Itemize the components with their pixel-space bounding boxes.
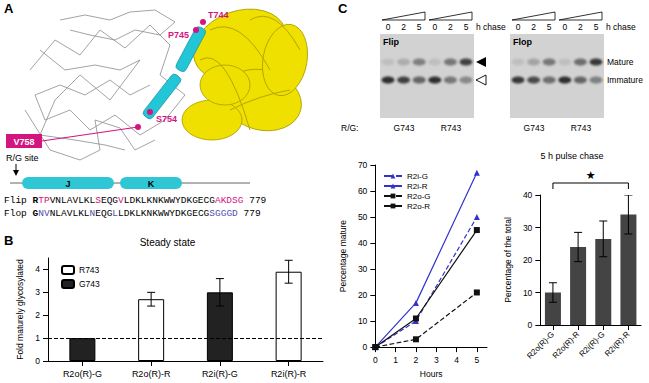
svg-text:0: 0 <box>562 22 567 32</box>
svg-text:5: 5 <box>594 22 599 32</box>
svg-text:3: 3 <box>35 287 40 297</box>
svg-text:R743: R743 <box>79 265 100 275</box>
svg-text:10: 10 <box>523 288 533 298</box>
svg-text:R2o-G: R2o-G <box>407 192 431 201</box>
svg-text:30: 30 <box>523 223 533 233</box>
svg-text:h chase: h chase <box>606 22 636 32</box>
svg-text:1: 1 <box>35 333 40 343</box>
svg-text:20: 20 <box>523 255 533 265</box>
svg-text:40: 40 <box>358 238 368 248</box>
svg-text:5 h pulse chase: 5 h pulse chase <box>540 151 603 161</box>
svg-text:G743: G743 <box>394 123 415 133</box>
svg-text:h chase: h chase <box>476 22 506 32</box>
svg-text:Immature: Immature <box>607 75 643 85</box>
svg-text:R2o-R: R2o-R <box>407 202 430 211</box>
svg-text:R2i(R)-G: R2i(R)-G <box>577 330 606 359</box>
svg-text:Percentage of the total: Percentage of the total <box>503 217 513 303</box>
svg-text:A: A <box>4 1 14 16</box>
svg-text:C: C <box>338 1 348 16</box>
svg-text:R743: R743 <box>571 123 592 133</box>
svg-text:V758: V758 <box>13 137 34 147</box>
svg-text:4: 4 <box>454 355 459 365</box>
svg-text:10: 10 <box>358 316 368 326</box>
svg-text:Percentage mature: Percentage mature <box>338 220 348 293</box>
svg-text:R2i-R: R2i-R <box>407 182 428 191</box>
svg-text:50: 50 <box>358 212 368 222</box>
svg-text:R2o(R)-G: R2o(R)-G <box>525 329 557 361</box>
svg-text:2: 2 <box>448 22 453 32</box>
svg-text:Flop: Flop <box>513 37 532 47</box>
svg-text:R743: R743 <box>441 123 462 133</box>
svg-text:2: 2 <box>578 22 583 32</box>
svg-text:5: 5 <box>464 22 469 32</box>
svg-text:2: 2 <box>35 310 40 320</box>
svg-text:T744: T744 <box>208 10 229 20</box>
svg-text:Flip: Flip <box>383 37 399 47</box>
svg-text:30: 30 <box>358 264 368 274</box>
svg-text:5: 5 <box>474 355 479 365</box>
svg-text:G743: G743 <box>79 279 100 289</box>
svg-text:Fold maturely glycosylated: Fold maturely glycosylated <box>15 259 25 360</box>
svg-text:0: 0 <box>373 355 378 365</box>
svg-text:20: 20 <box>358 290 368 300</box>
svg-text:5: 5 <box>547 22 552 32</box>
svg-text:0: 0 <box>432 22 437 32</box>
svg-text:40: 40 <box>523 190 533 200</box>
svg-text:1: 1 <box>393 355 398 365</box>
svg-text:R2i(R)-G: R2i(R)-G <box>202 369 238 379</box>
svg-text:★: ★ <box>586 169 596 182</box>
svg-text:P745: P745 <box>168 30 189 40</box>
svg-text:B: B <box>4 233 13 248</box>
svg-text:R2i(R)-R: R2i(R)-R <box>271 369 307 379</box>
svg-text:Hours: Hours <box>420 369 443 379</box>
svg-text:4: 4 <box>35 264 40 274</box>
svg-text:R/G site: R/G site <box>6 153 39 163</box>
svg-text:S754: S754 <box>156 114 177 124</box>
svg-text:G743: G743 <box>524 123 545 133</box>
svg-text:0: 0 <box>528 320 533 330</box>
svg-text:R2o(R)-R: R2o(R)-R <box>551 330 582 361</box>
svg-text:J: J <box>65 179 70 189</box>
svg-text:R2i-G: R2i-G <box>407 172 428 181</box>
svg-text:R2o(R)-G: R2o(R)-G <box>63 369 102 379</box>
svg-text:0: 0 <box>363 342 368 352</box>
svg-text:0: 0 <box>516 22 521 32</box>
svg-text:5: 5 <box>417 22 422 32</box>
svg-text:Mature: Mature <box>607 57 634 67</box>
svg-text:Flop GNVNLAVLKLNEQGLLDKLKNKWWY: Flop GNVNLAVLKLNEQGLLDKLKNKWWYDKGECGSGGG… <box>4 208 261 219</box>
svg-text:2: 2 <box>531 22 536 32</box>
svg-text:R2i(R)-R: R2i(R)-R <box>603 330 632 359</box>
svg-text:0: 0 <box>386 22 391 32</box>
svg-text:2: 2 <box>414 355 419 365</box>
svg-text:K: K <box>148 179 155 189</box>
svg-text:Flip RTPVNLAVLKLSEQGVLDKLKNKWW: Flip RTPVNLAVLKLSEQGVLDKLKNKWWYDKGECGAKD… <box>4 195 267 206</box>
svg-text:R2o(R)-R: R2o(R)-R <box>132 369 171 379</box>
svg-text:R/G:: R/G: <box>341 123 358 133</box>
svg-text:3: 3 <box>434 355 439 365</box>
svg-text:70: 70 <box>358 160 368 170</box>
svg-text:60: 60 <box>358 186 368 196</box>
svg-text:0: 0 <box>35 356 40 366</box>
svg-text:2: 2 <box>401 22 406 32</box>
svg-text:Steady state: Steady state <box>140 237 196 248</box>
